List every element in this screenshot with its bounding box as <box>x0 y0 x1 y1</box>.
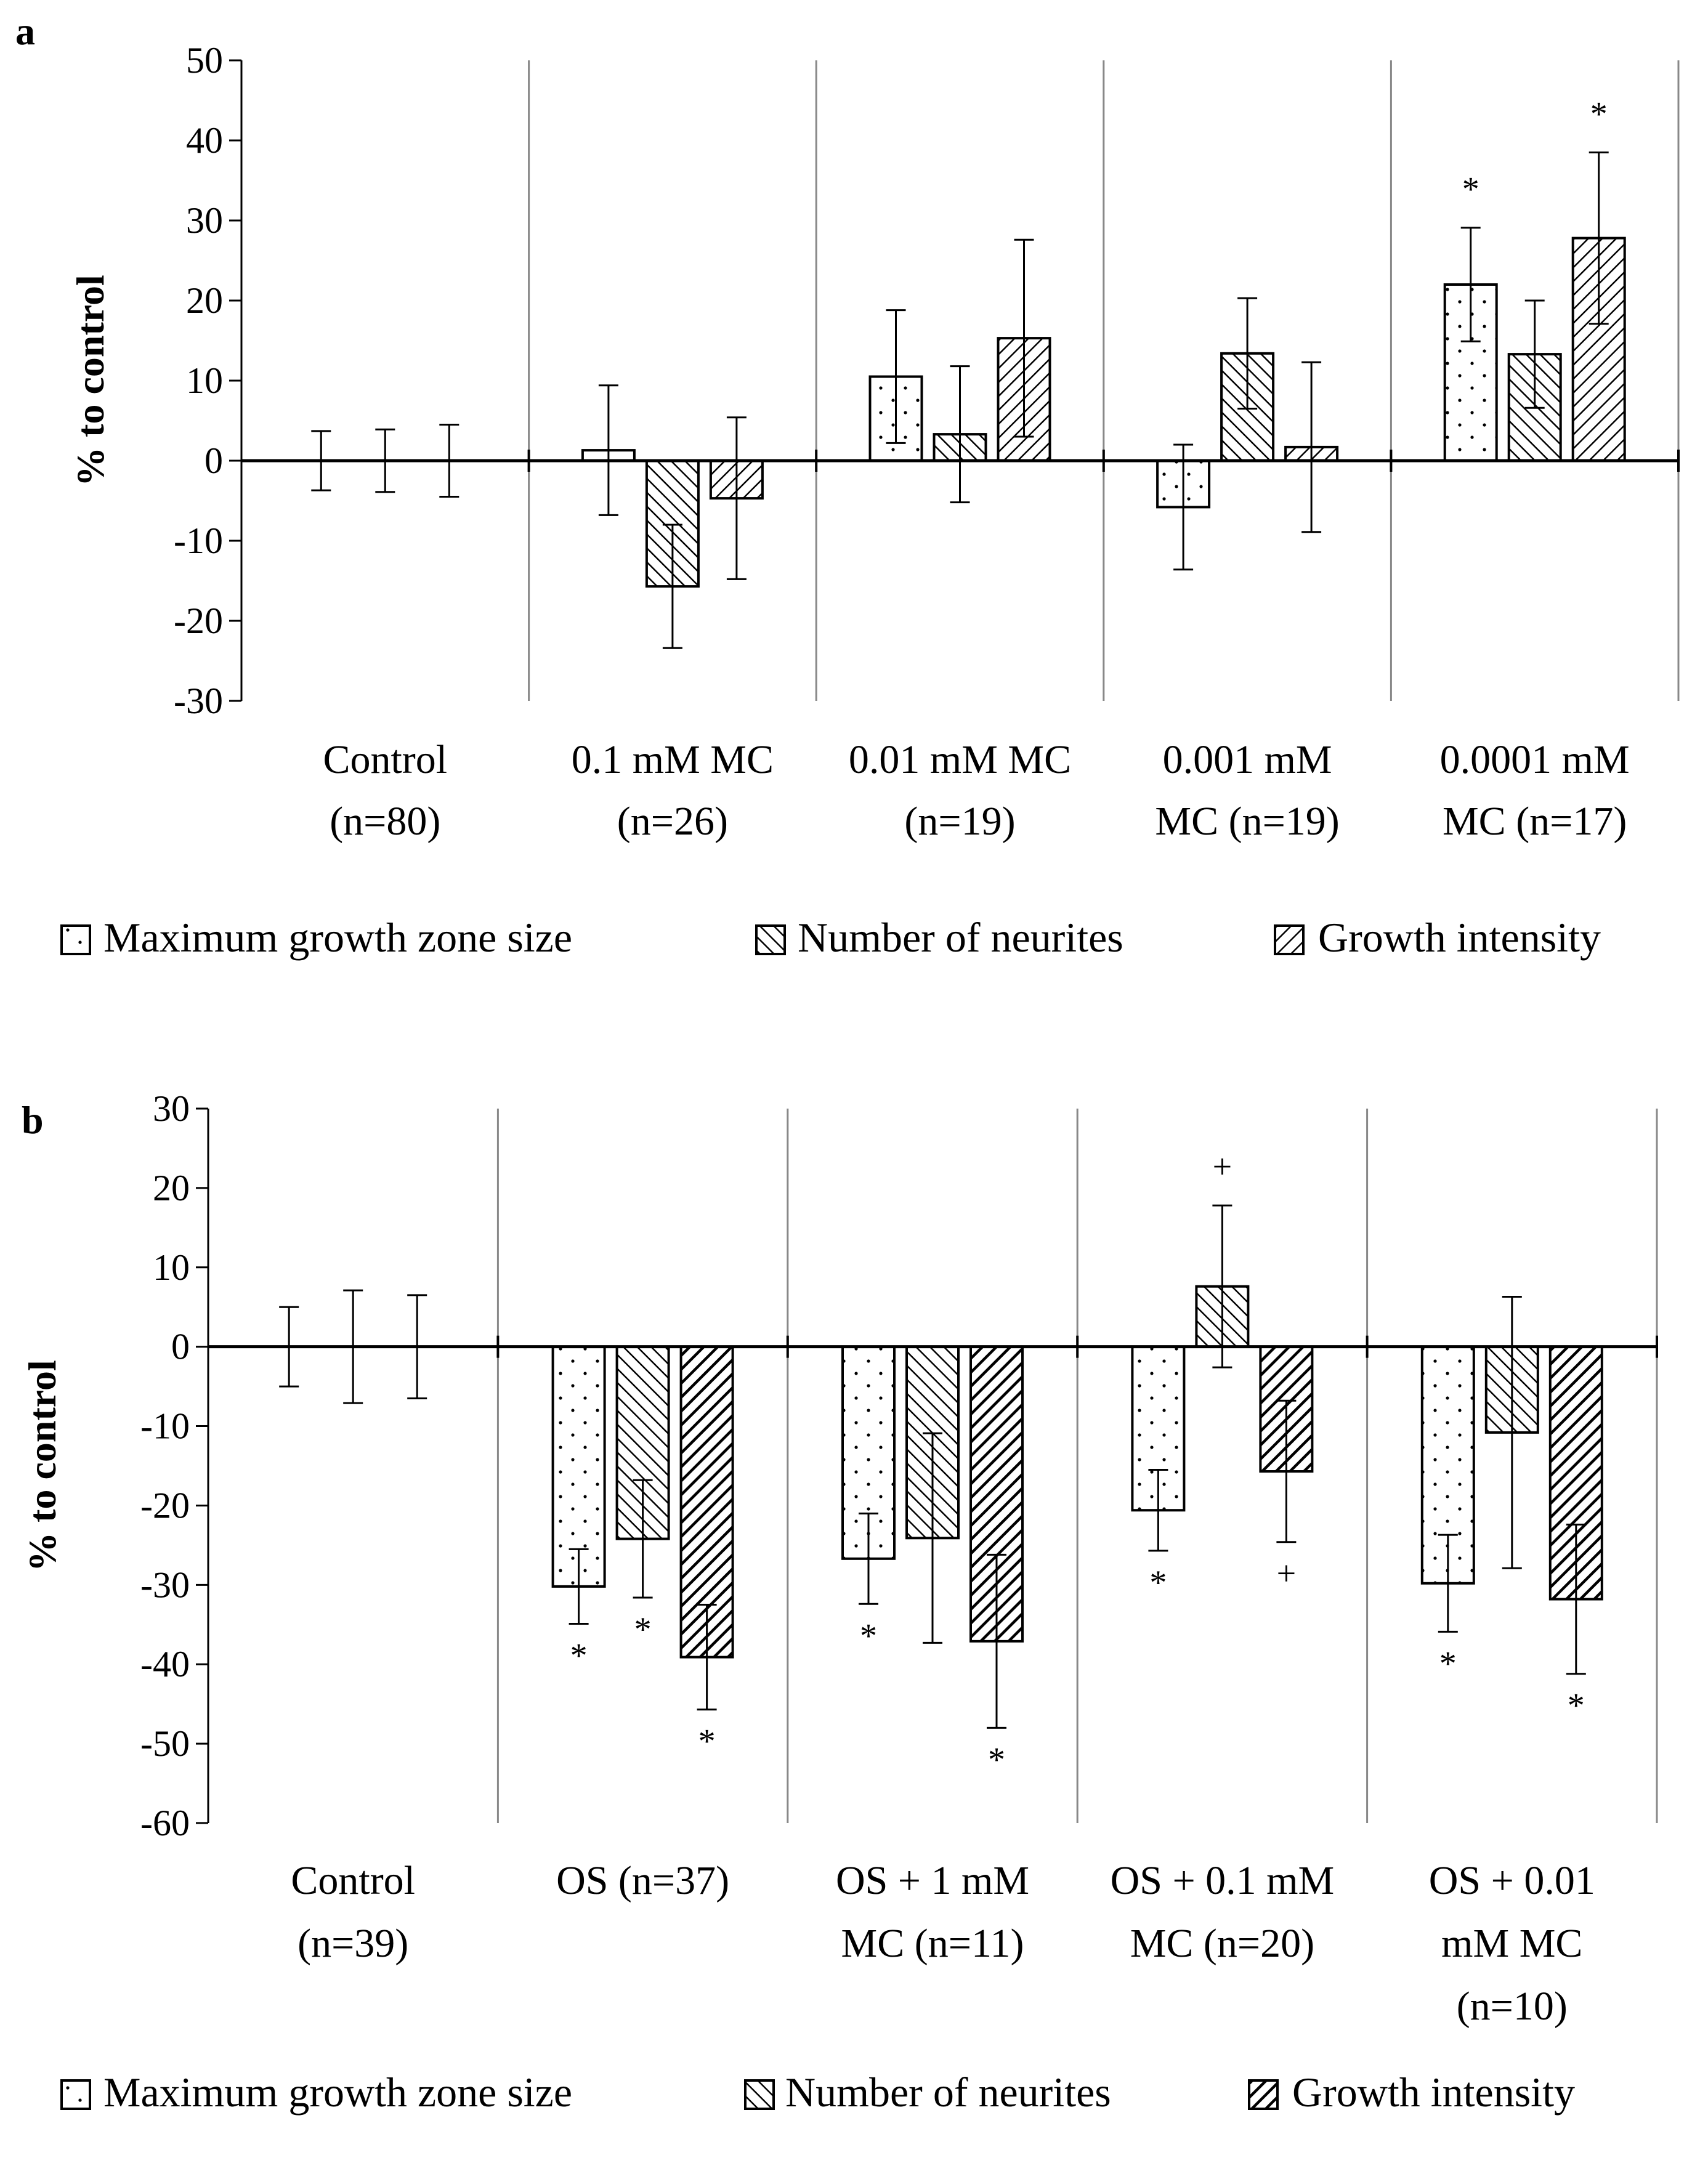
y-tick-label: -10 <box>174 520 223 561</box>
category-label: OS + 0.1 mM <box>1111 1858 1335 1903</box>
significance-mark: * <box>698 1723 716 1761</box>
legend-label: Maximum growth zone size <box>103 914 572 961</box>
panel-b: b % to control 30 20 10 0 -10 -20 -30 -40 -50 -60 * *… <box>20 1088 1658 2116</box>
y-tick-label: 10 <box>186 360 223 401</box>
y-tick-label: -50 <box>140 1723 190 1764</box>
category-label: Control <box>323 737 447 782</box>
category-label: (n=19) <box>904 799 1015 844</box>
significance-mark: * <box>1568 1687 1585 1725</box>
significance-mark: * <box>988 1741 1005 1779</box>
legend-label: Growth intensity <box>1292 2069 1575 2116</box>
significance-mark: * <box>860 1617 877 1655</box>
legend-swatch <box>60 924 91 955</box>
category-label: OS (n=37) <box>556 1858 729 1903</box>
legend: Maximum growth zone size Number of neurit… <box>60 2069 1575 2116</box>
panel-a: a % to control 50 40 30 20 10 0 -10 -20 -30 * * Contr… <box>15 9 1680 961</box>
y-tick-label: -40 <box>140 1644 190 1684</box>
significance-mark: * <box>570 1636 588 1675</box>
category-label: OS + 0.01 <box>1429 1858 1595 1903</box>
y-tick-label: 40 <box>186 120 223 161</box>
category-label: 0.1 mM MC <box>572 737 774 782</box>
y-tick-label: 50 <box>186 40 223 81</box>
significance-mark: * <box>634 1611 652 1649</box>
y-tick-label: -30 <box>140 1564 190 1605</box>
y-tick-label: 0 <box>204 440 223 481</box>
y-tick-label: -20 <box>140 1485 190 1526</box>
category-label: OS + 1 mM <box>836 1858 1029 1903</box>
category-label: MC (n=20) <box>1130 1921 1314 1966</box>
y-tick-label: 30 <box>153 1088 190 1129</box>
y-axis-title: % to control <box>20 1360 64 1572</box>
legend-label: Maximum growth zone size <box>103 2069 572 2116</box>
y-tick-label: 10 <box>153 1247 190 1288</box>
category-label: MC (n=17) <box>1443 799 1627 844</box>
legend: Maximum growth zone size Number of neurit… <box>60 914 1601 961</box>
significance-mark: * <box>1462 171 1479 209</box>
significance-mark: + <box>1277 1555 1297 1593</box>
legend-swatch <box>1274 924 1305 955</box>
category-label: (n=39) <box>297 1921 408 1966</box>
y-tick-label: -60 <box>140 1803 190 1843</box>
legend-swatch <box>744 2079 775 2110</box>
category-label: (n=80) <box>330 799 440 844</box>
category-label: 0.001 mM <box>1163 737 1332 782</box>
bar <box>1548 1345 1603 1601</box>
significance-mark: * <box>1439 1644 1457 1683</box>
legend-label: Growth intensity <box>1318 914 1601 961</box>
category-label: MC (n=19) <box>1155 799 1339 844</box>
significance-mark: + <box>1213 1148 1232 1186</box>
category-label: mM MC <box>1441 1921 1582 1966</box>
legend-swatch <box>60 2079 91 2110</box>
legend-swatch <box>1248 2079 1279 2110</box>
y-tick-label: 20 <box>153 1168 190 1208</box>
legend-swatch <box>755 924 786 955</box>
category-label: MC (n=11) <box>841 1921 1024 1966</box>
y-tick-label: -10 <box>140 1406 190 1447</box>
panel-letter: b <box>22 1098 44 1142</box>
category-label: (n=10) <box>1457 1984 1568 2029</box>
significance-mark: * <box>1149 1564 1167 1602</box>
legend-label: Number of neurites <box>785 2069 1111 2116</box>
y-tick-label: 20 <box>186 280 223 321</box>
y-tick-label: -20 <box>174 600 223 641</box>
y-tick-label: 30 <box>186 200 223 241</box>
panel-letter: a <box>15 9 35 53</box>
category-label: (n=26) <box>617 799 728 844</box>
category-label: Control <box>291 1858 415 1903</box>
y-tick-label: -30 <box>174 681 223 721</box>
legend-label: Number of neurites <box>798 914 1123 961</box>
category-label: 0.0001 mM <box>1440 737 1630 782</box>
significance-mark: * <box>1590 95 1608 134</box>
category-label: 0.01 mM MC <box>849 737 1071 782</box>
y-axis-title: % to control <box>68 275 112 487</box>
y-tick-label: 0 <box>171 1327 190 1367</box>
